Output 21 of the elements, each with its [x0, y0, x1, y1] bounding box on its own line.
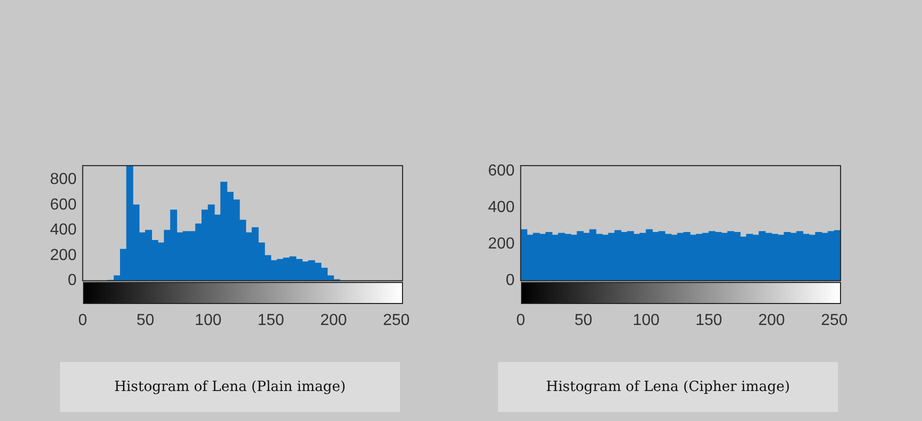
y-tick-label: 800 — [50, 170, 77, 188]
y-tick-label: 0 — [68, 272, 77, 290]
x-tick-label: 150 — [696, 312, 722, 329]
y-tick-label: 200 — [50, 246, 77, 264]
x-tick-label: 200 — [320, 312, 348, 329]
x-tick-label: 250 — [820, 312, 848, 329]
y-tick-label: 400 — [488, 199, 515, 216]
y-tick-label: 600 — [50, 196, 77, 214]
x-tick-label: 100 — [194, 312, 222, 329]
text: Histogram of Lena (Cipher image) — [498, 362, 838, 412]
x-tick-label: 200 — [758, 312, 786, 329]
x-tick-label: 250 — [382, 312, 410, 329]
y-tick-label: 400 — [50, 222, 77, 239]
y-tick-label: 200 — [488, 236, 515, 253]
y-tick-label: 600 — [488, 162, 515, 180]
x-tick-label: 50 — [574, 312, 592, 329]
y-tick-label: 0 — [506, 272, 515, 290]
x-tick-label: 150 — [258, 312, 284, 329]
x-tick-label: 50 — [136, 312, 154, 329]
x-tick-label: 100 — [632, 312, 660, 329]
text: Histogram of Lena (Plain image) — [60, 362, 400, 412]
